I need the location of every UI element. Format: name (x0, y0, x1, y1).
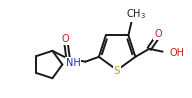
Text: OH: OH (170, 48, 185, 58)
Text: S: S (114, 66, 120, 76)
Text: CH$_3$: CH$_3$ (126, 7, 146, 21)
Text: NH: NH (66, 58, 81, 68)
Text: O: O (61, 34, 69, 44)
Text: O: O (154, 29, 162, 39)
